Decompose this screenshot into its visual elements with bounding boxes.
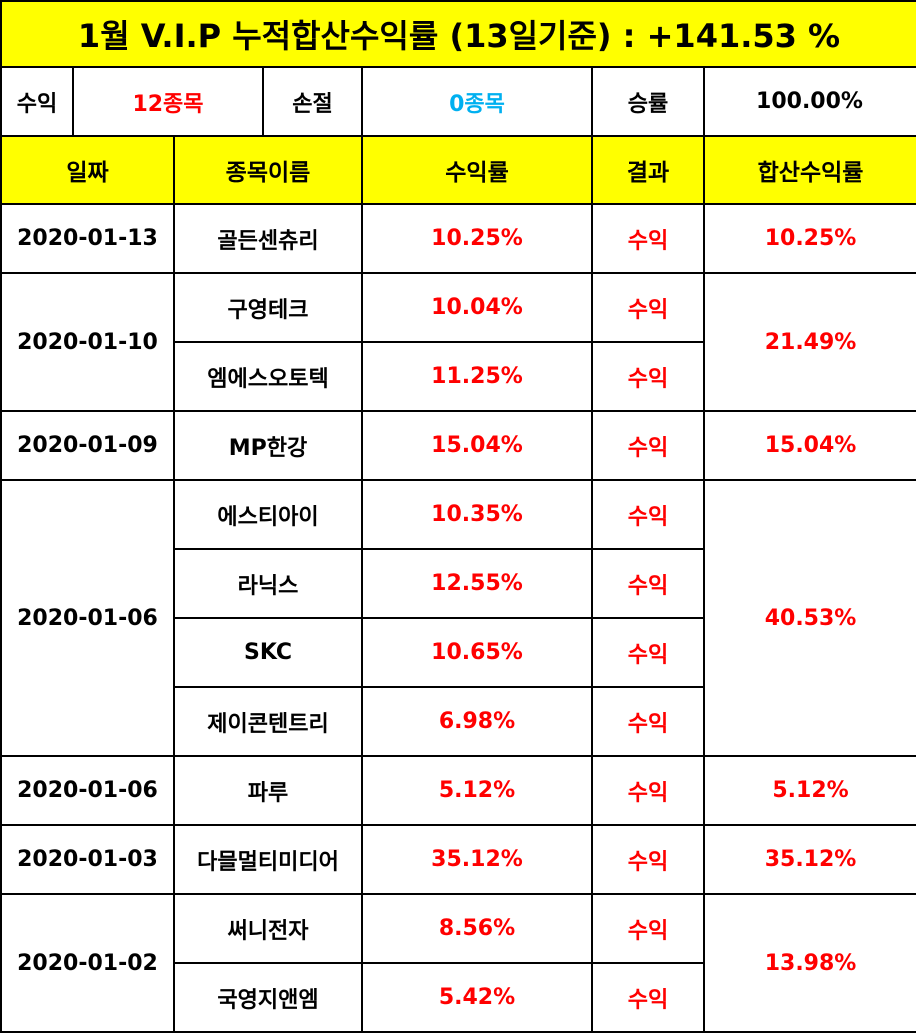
date-cell: 2020-01-06 [0, 755, 175, 826]
return-cell: 10.25% [361, 203, 593, 274]
result-cell: 수익 [591, 203, 705, 274]
result-cell: 수익 [591, 341, 705, 412]
loss-count: 0종목 [363, 69, 593, 134]
result-cell: 수익 [591, 548, 705, 619]
combined-return-cell: 35.12% [702, 824, 916, 895]
winrate-value: 100.00% [756, 89, 863, 114]
stock-name-cell: 국영지앤엠 [173, 962, 363, 1033]
date-cell: 2020-01-06 [0, 479, 175, 757]
return-cell: 10.04% [361, 272, 593, 343]
table-row: 2020-01-03 다믈멀티미디어 35.12% 수익 35.12% [0, 824, 916, 895]
date-cell: 2020-01-13 [0, 203, 175, 274]
date-cell: 2020-01-02 [0, 893, 175, 1033]
winrate-label: 승률 [593, 69, 705, 134]
return-cell: 5.12% [361, 755, 593, 826]
table-row: 2020-01-06 에스티아이 10.35% 수익 40.53% [0, 479, 916, 757]
table-row: 2020-01-10 구영테크 10.04% 수익 21.49% [0, 272, 916, 412]
profit-count: 12종목 [74, 69, 264, 134]
combined-return-cell: 5.12% [702, 755, 916, 826]
table-row: 엠에스오토텍 11.25% 수익 [1, 341, 916, 412]
result-cell: 수익 [591, 824, 705, 895]
header-result: 결과 [591, 135, 705, 205]
return-cell: 5.42% [361, 962, 593, 1033]
return-cell: 6.98% [361, 686, 593, 757]
date-cell: 2020-01-10 [0, 272, 175, 412]
result-cell: 수익 [591, 893, 705, 964]
table-row: 2020-01-09 MP한강 15.04% 수익 15.04% [0, 410, 916, 481]
stock-name-cell: 엠에스오토텍 [173, 341, 363, 412]
stock-name-cell: SKC [173, 617, 363, 688]
date-cell: 2020-01-09 [0, 410, 175, 481]
stock-name-cell: 구영테크 [173, 272, 363, 343]
combined-return-cell: 10.25% [702, 203, 916, 274]
result-cell: 수익 [591, 479, 705, 550]
return-cell: 10.65% [361, 617, 593, 688]
return-cell: 10.35% [361, 479, 593, 550]
title-row: 1월 V.I.P 누적합산수익률 (13일기준) : +141.53 % [0, 0, 916, 68]
result-cell: 수익 [591, 686, 705, 757]
table-row: 2020-01-06 파루 5.12% 수익 5.12% [0, 755, 916, 826]
result-cell: 수익 [591, 272, 705, 343]
table-row: 국영지앤엠 5.42% 수익 [1, 962, 916, 1033]
result-cell: 수익 [591, 410, 705, 481]
return-cell: 15.04% [361, 410, 593, 481]
stock-name-cell: 제이콘텐트리 [173, 686, 363, 757]
header-return: 수익률 [361, 135, 593, 205]
table-row: 2020-01-02 써니전자 8.56% 수익 13.98% [0, 893, 916, 1033]
stock-name-cell: 에스티아이 [173, 479, 363, 550]
table-row: 2020-01-13 골든센츄리 10.25% 수익 10.25% [0, 203, 916, 274]
stock-name-cell: 써니전자 [173, 893, 363, 964]
result-cell: 수익 [591, 617, 705, 688]
stock-name-cell: 다믈멀티미디어 [173, 824, 363, 895]
header-name: 종목이름 [173, 135, 363, 205]
page-title: 1월 V.I.P 누적합산수익률 (13일기준) : +141.53 % [0, 0, 916, 68]
profit-label: 수익 [3, 69, 74, 134]
table-row: 라닉스 12.55% 수익 [1, 548, 916, 619]
table-row: SKC 10.65% 수익 [1, 617, 916, 688]
stock-name-cell: 파루 [173, 755, 363, 826]
date-cell: 2020-01-03 [0, 824, 175, 895]
combined-return-cell: 13.98% [702, 893, 916, 1033]
stock-name-cell: MP한강 [173, 410, 363, 481]
summary-row: 수익 12종목 손절 0종목 승률 100.00% [0, 66, 916, 137]
result-cell: 수익 [591, 755, 705, 826]
stock-name-cell: 라닉스 [173, 548, 363, 619]
return-cell: 11.25% [361, 341, 593, 412]
return-cell: 12.55% [361, 548, 593, 619]
header-row: 일짜 종목이름 수익률 결과 합산수익률 [0, 135, 916, 205]
stock-name-cell: 골든센츄리 [173, 203, 363, 274]
table-row: 제이콘텐트리 6.98% 수익 [1, 686, 916, 757]
combined-return-cell: 21.49% [702, 272, 916, 412]
return-cell: 8.56% [361, 893, 593, 964]
header-date: 일짜 [0, 135, 175, 205]
return-cell: 35.12% [361, 824, 593, 895]
header-combined: 합산수익률 [702, 135, 916, 205]
combined-return-cell: 15.04% [702, 410, 916, 481]
loss-label: 손절 [264, 69, 363, 134]
result-cell: 수익 [591, 962, 705, 1033]
combined-return-cell: 40.53% [702, 479, 916, 757]
